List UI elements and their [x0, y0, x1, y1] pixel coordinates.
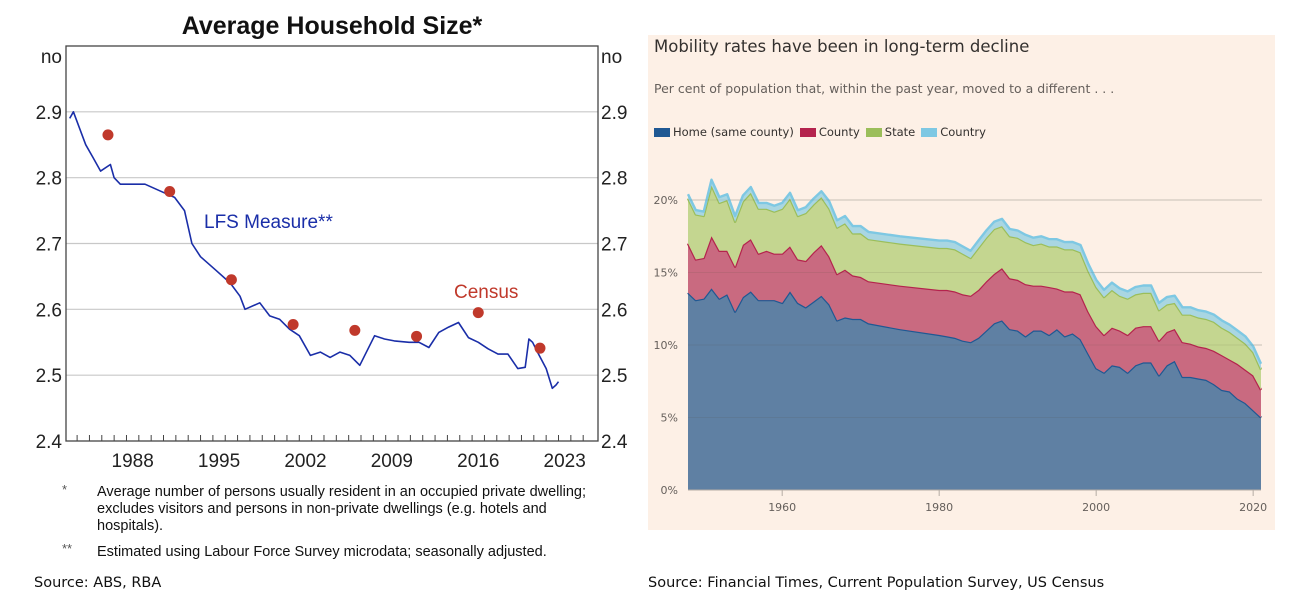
y-tick-label-right: 2.4 — [601, 432, 628, 453]
legend-swatch — [865, 127, 882, 137]
census-point — [472, 307, 484, 319]
footnote-1-mark: * — [62, 482, 68, 497]
census-point — [411, 330, 423, 342]
x-tick-label: 2020 — [1239, 501, 1267, 514]
y-tick-label-left: 2.6 — [36, 300, 62, 321]
left-chart-title: Average Household Size* — [181, 12, 483, 40]
mobility-chart: 0% 5% 10% 15% 20% 1960 1980 2000 2020 — [654, 178, 1267, 514]
right-chart-title: Mobility rates have been in long-term de… — [654, 37, 1030, 56]
y-tick-label-left: 2.9 — [36, 103, 62, 124]
household-size-chart: 2.4 2.4 2.5 2.5 2.6 2.6 2.7 2.7 2.8 2.8 2.9 2.9 no no… — [36, 45, 628, 470]
legend: Home (same county) County State Country — [654, 125, 986, 139]
x-tick-label: 2000 — [1082, 501, 1110, 514]
census-label: Census — [454, 282, 518, 303]
x-tick-label: 1995 — [198, 451, 240, 470]
x-tick-label: 2002 — [284, 451, 326, 470]
y-tick-label-left: 2.5 — [36, 366, 62, 387]
legend-label: State — [884, 125, 916, 139]
y-tick-label: 20% — [654, 194, 678, 207]
area-state — [688, 185, 1261, 390]
y-tick-label-right: 2.6 — [601, 300, 627, 321]
x-tick-label: 1960 — [768, 501, 796, 514]
y-tick-label-right: 2.7 — [601, 235, 627, 256]
y-tick-label: 5% — [661, 412, 678, 425]
legend-item-county: County — [799, 125, 860, 139]
legend-swatch — [654, 127, 670, 137]
y-tick-label: 0% — [661, 484, 678, 497]
lfs-measure-line — [69, 111, 560, 390]
right-source: Source: Financial Times, Current Populat… — [648, 575, 1105, 591]
legend-label: Country — [940, 125, 986, 139]
x-tick-label: 1980 — [925, 501, 953, 514]
census-point — [102, 129, 114, 141]
footnote-2-mark: ** — [62, 541, 73, 556]
line-country — [686, 178, 1263, 365]
area-country — [688, 179, 1261, 370]
legend-label: County — [818, 125, 860, 139]
lfs-measure-label: LFS Measure** — [204, 212, 333, 233]
census-point — [287, 318, 299, 330]
footnote-1-text: Average number of persons usually reside… — [97, 484, 586, 534]
left-source: Source: ABS, RBA — [34, 575, 162, 591]
y-tick-label: 15% — [654, 267, 678, 280]
legend-item-country: Country — [921, 125, 986, 139]
area-county — [688, 236, 1261, 418]
census-point — [349, 324, 361, 336]
y-tick-label-right: 2.9 — [601, 103, 627, 124]
x-tick-label: 2023 — [544, 451, 586, 470]
legend-swatch — [921, 127, 938, 137]
x-tick-label: 2016 — [457, 451, 499, 470]
x-tick-label: 1988 — [112, 451, 154, 470]
x-tick-label: 2009 — [371, 451, 413, 470]
footnote-2-text: Estimated using Labour Force Survey micr… — [97, 544, 547, 560]
census-point — [164, 185, 176, 197]
y-tick-label-right: 2.8 — [601, 169, 627, 190]
y-tick-label-left: 2.7 — [36, 235, 62, 256]
y-tick-label-left: 2.4 — [36, 432, 63, 453]
right-chart-subtitle: Per cent of population that, within the … — [654, 81, 1115, 96]
y-unit-right: no — [601, 47, 622, 68]
legend-item-home: Home (same county) — [654, 125, 794, 139]
legend-swatch — [799, 127, 816, 137]
plot-frame — [65, 45, 599, 442]
census-point — [225, 274, 237, 286]
y-tick-label-right: 2.5 — [601, 366, 627, 387]
area-home-same-county — [688, 288, 1261, 490]
y-tick-label-left: 2.8 — [36, 169, 62, 190]
legend-label: Home (same county) — [673, 125, 794, 139]
y-tick-label: 10% — [654, 339, 678, 352]
y-unit-left: no — [41, 47, 62, 68]
legend-item-state: State — [865, 125, 916, 139]
census-point — [534, 342, 546, 354]
